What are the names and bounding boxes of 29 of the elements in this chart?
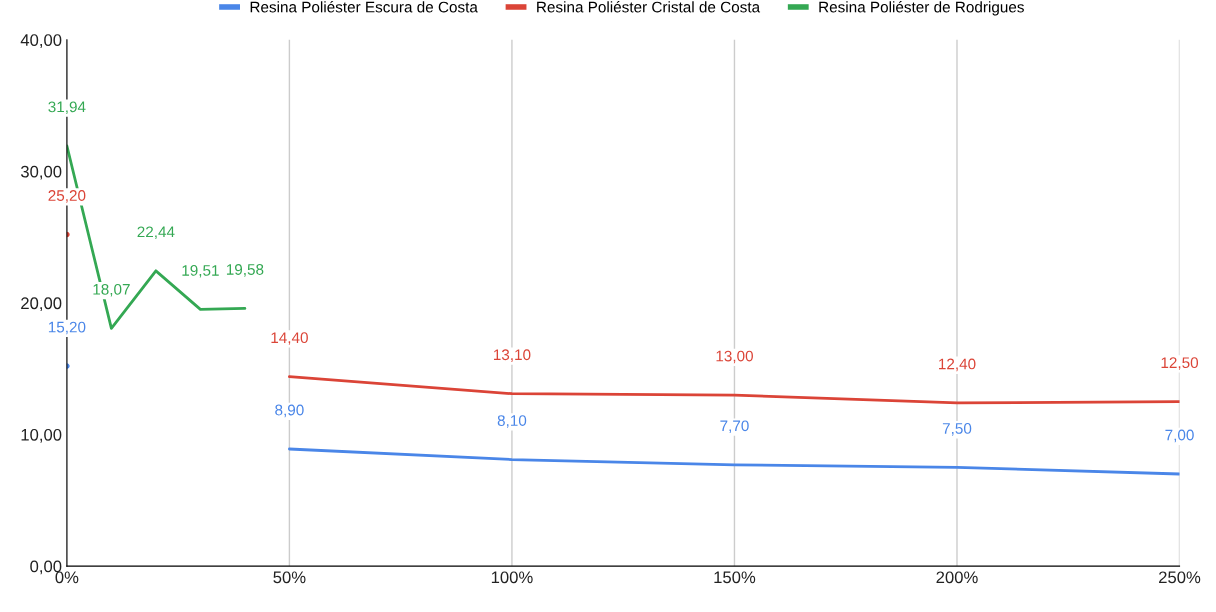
- y-tick-label: 20,00: [21, 297, 62, 312]
- data-label: 15,20: [48, 321, 86, 335]
- data-label: 8,10: [497, 415, 527, 428]
- data-label: 14,40: [271, 332, 308, 345]
- x-tick-label: 150%: [714, 571, 756, 584]
- y-tick-label: 30,00: [20, 165, 62, 180]
- data-label: 12,50: [1161, 357, 1199, 370]
- data-label: 31,94: [48, 101, 86, 115]
- data-label: 25,20: [48, 190, 86, 203]
- x-tick-label: 50%: [273, 571, 306, 584]
- data-label: 7,00: [1165, 429, 1194, 443]
- data-label: 18,07: [93, 283, 130, 297]
- y-tick-label: 10,00: [21, 428, 62, 443]
- x-tick-label: 200%: [936, 571, 978, 584]
- data-label: 22,44: [137, 226, 175, 240]
- data-label: 12,40: [939, 358, 976, 372]
- data-label: 13,00: [716, 350, 753, 364]
- y-tick-label: 40,00: [20, 34, 62, 48]
- data-label: 8,90: [275, 404, 304, 418]
- data-label: 19,51: [182, 264, 219, 278]
- data-label: 7,70: [720, 420, 749, 434]
- legend-label: Resina Poliéster de Rodrigues: [819, 1, 1024, 16]
- data-label: 13,10: [493, 349, 531, 362]
- legend-label: Resina Poliéster Cristal de Costa: [537, 1, 761, 13]
- x-tick-label: 250%: [1159, 571, 1201, 584]
- data-label: 19,58: [226, 264, 264, 277]
- data-label: 7,50: [942, 423, 972, 436]
- legend-label: Resina Poliéster Escura de Costa: [250, 1, 478, 13]
- x-tick-label: 100%: [491, 571, 533, 584]
